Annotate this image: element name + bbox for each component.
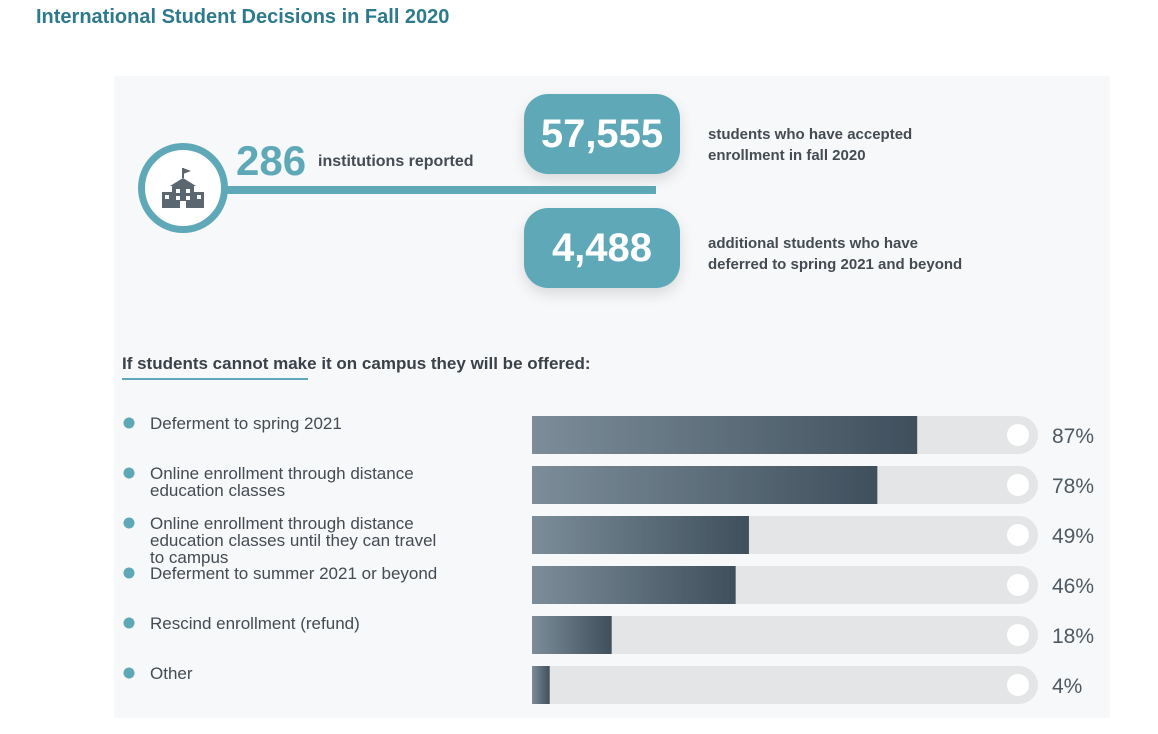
accepted-students-label-line: enrollment in fall 2020 xyxy=(708,147,866,164)
bar xyxy=(532,516,749,554)
connector-line xyxy=(212,186,656,194)
chart-title: International Student Decisions in Fall … xyxy=(36,6,450,28)
category-label: Online enrollment through distance xyxy=(150,464,414,483)
bar-track xyxy=(532,666,1038,704)
bar-end-dot xyxy=(1007,624,1029,646)
legend-bullet xyxy=(123,467,135,479)
deferred-students-label: additional students who have deferred to… xyxy=(708,233,1048,275)
bar-value-label: 18% xyxy=(1052,625,1094,648)
bar-end-dot xyxy=(1007,674,1029,696)
bar xyxy=(532,416,918,454)
bar-value-label: 87% xyxy=(1052,425,1094,448)
category-label: Deferment to summer 2021 or beyond xyxy=(150,564,437,583)
legend-bullet xyxy=(123,567,135,579)
bar-value-label: 4% xyxy=(1052,675,1082,698)
bar xyxy=(532,616,612,654)
school-icon xyxy=(162,168,204,208)
deferred-students-label-line: additional students who have xyxy=(708,235,919,252)
legend-bullet xyxy=(123,667,135,679)
bar-value-label: 78% xyxy=(1052,475,1094,498)
bar-end-dot xyxy=(1007,474,1029,496)
category-label: education classes xyxy=(150,481,285,500)
legend-bullet xyxy=(123,417,135,429)
institutions-count: 286 xyxy=(236,137,307,184)
bar xyxy=(532,466,878,504)
bar-end-dot xyxy=(1007,524,1029,546)
bar-track xyxy=(532,616,1038,654)
category-label: to campus xyxy=(150,548,228,567)
deferred-students-value: 4,488 xyxy=(524,208,680,288)
chart-subtitle: If students cannot make it on campus the… xyxy=(122,354,591,373)
deferred-students-label-line: deferred to spring 2021 and beyond xyxy=(708,256,963,273)
bar xyxy=(532,566,736,604)
category-label: education classes until they can travel xyxy=(150,531,436,550)
category-label: Deferment to spring 2021 xyxy=(150,414,342,433)
institutions-label: institutions reported xyxy=(318,153,474,170)
accepted-students-value: 57,555 xyxy=(524,94,680,174)
legend-bullet xyxy=(123,517,135,529)
bar-end-dot xyxy=(1007,574,1029,596)
subtitle-underline xyxy=(122,378,308,380)
legend-bullet xyxy=(123,617,135,629)
category-label: Online enrollment through distance xyxy=(150,514,414,533)
infographic-card xyxy=(114,76,1110,718)
school-icon-circle xyxy=(138,143,228,233)
bar-value-label: 46% xyxy=(1052,575,1094,598)
accepted-students-label: students who have accepted enrollment in… xyxy=(708,124,1048,166)
category-label: Other xyxy=(150,664,193,683)
bar xyxy=(532,666,550,704)
accepted-students-label-line: students who have accepted xyxy=(708,126,913,143)
bar-value-label: 49% xyxy=(1052,525,1094,548)
category-label: Rescind enrollment (refund) xyxy=(150,614,360,633)
bar-end-dot xyxy=(1007,424,1029,446)
